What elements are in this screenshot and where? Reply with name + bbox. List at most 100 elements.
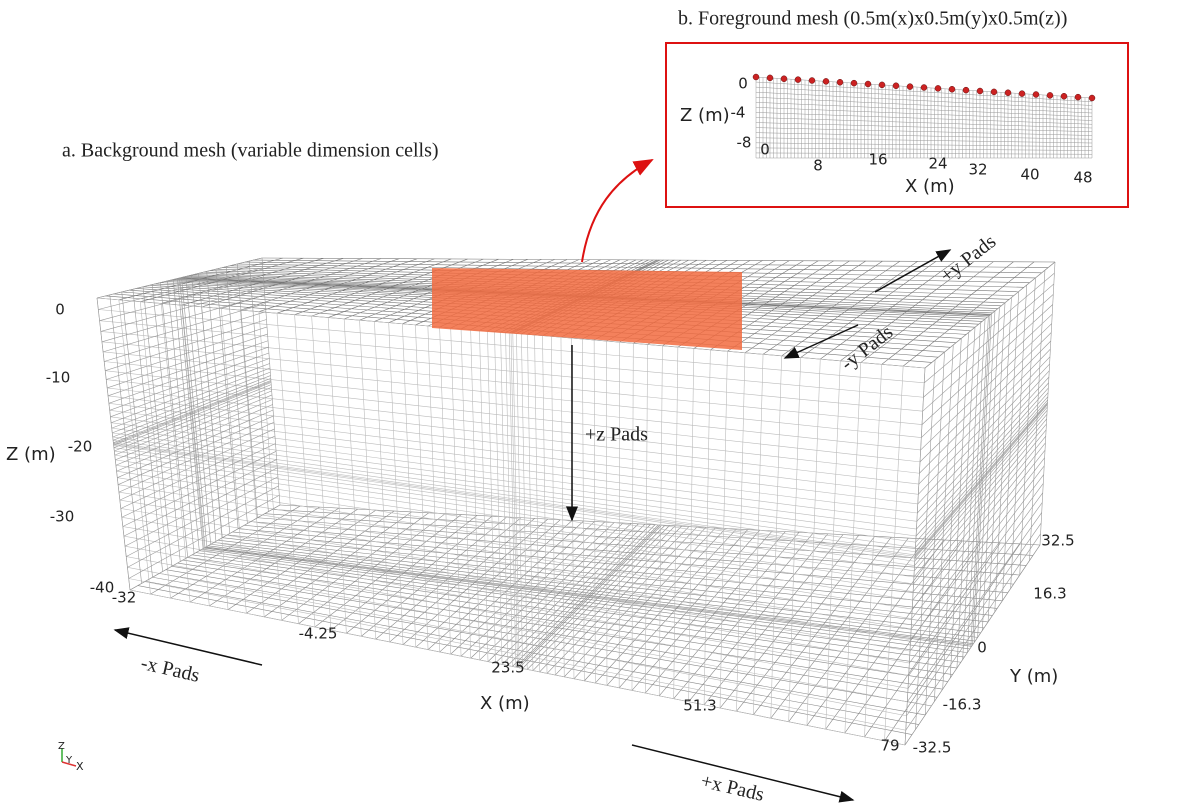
mesh-line	[909, 474, 1044, 652]
panel-title: b. Foreground mesh (0.5m(x)x0.5m(y)x0.5m…	[678, 8, 1067, 30]
mesh-line	[114, 450, 915, 566]
surface-node	[1046, 92, 1054, 99]
mesh-line	[116, 404, 273, 472]
mesh-line	[907, 512, 1042, 703]
mesh-line	[250, 521, 1014, 585]
mesh-line	[118, 421, 275, 493]
mesh-line	[915, 392, 1049, 543]
mesh-line	[755, 86, 1093, 106]
mesh-line	[222, 537, 989, 623]
mesh-line	[113, 444, 915, 559]
mesh-line	[99, 276, 264, 321]
surface-node	[780, 75, 788, 82]
surface-node	[990, 88, 998, 96]
mesh-line	[909, 483, 1044, 664]
mesh-line	[906, 522, 1042, 716]
tick-label: 32.5	[1041, 532, 1074, 550]
surface-node	[892, 82, 900, 89]
mesh-line	[106, 379, 920, 474]
mesh-line	[100, 331, 923, 412]
mesh-line	[105, 370, 921, 463]
mesh-line	[106, 326, 268, 380]
mesh-line	[98, 267, 263, 310]
orientation-label: Z	[58, 741, 65, 752]
mesh-line	[123, 535, 909, 676]
tick-label: -4	[731, 104, 746, 122]
mesh-line	[922, 294, 1054, 412]
pad-arrow	[631, 744, 855, 803]
pad-arrow	[874, 249, 952, 293]
mesh-line	[755, 127, 1093, 136]
mesh-line	[253, 259, 1049, 268]
mesh-line	[755, 91, 1093, 110]
mesh-line	[227, 534, 993, 616]
mesh-line	[118, 484, 913, 610]
inset-frame	[665, 42, 1129, 208]
mesh-line	[112, 371, 271, 434]
mesh-line	[123, 459, 277, 537]
mesh-line	[120, 435, 276, 509]
mesh-line	[915, 399, 1048, 552]
mesh-line	[113, 440, 916, 553]
surface-node	[920, 84, 928, 91]
mesh-line	[112, 436, 916, 548]
mesh-line	[917, 370, 1050, 514]
mesh-line	[755, 142, 1093, 147]
mesh-line	[109, 410, 918, 514]
surface-node	[1018, 90, 1026, 97]
mesh-line	[108, 346, 269, 404]
mesh-line	[755, 112, 1093, 125]
mesh-line	[104, 361, 921, 451]
tick-label: 23.5	[491, 659, 524, 677]
mesh-line	[917, 363, 1050, 505]
mesh-line	[124, 545, 909, 689]
surface-node	[766, 74, 774, 82]
mesh-line	[911, 449, 1046, 619]
mesh-line	[119, 499, 912, 630]
mesh-line	[921, 313, 1053, 438]
mesh-line	[137, 585, 913, 735]
mesh-line	[145, 581, 919, 725]
mesh-line	[111, 367, 271, 429]
surface-node	[808, 77, 816, 84]
mesh-line	[122, 526, 910, 664]
mesh-line	[916, 376, 1050, 522]
mesh-line	[918, 348, 1051, 485]
mesh-line	[119, 428, 275, 501]
surface-node	[976, 87, 984, 95]
pad-label: +z Pads	[585, 424, 648, 446]
mesh-line	[915, 387, 1049, 537]
mesh-line	[101, 341, 923, 425]
orientation-label: X	[76, 760, 84, 773]
mesh-line	[109, 352, 270, 411]
tick-label: 51.3	[683, 697, 716, 715]
mesh-line	[923, 283, 1055, 398]
mesh-line	[117, 477, 913, 601]
surface-node	[1074, 93, 1082, 101]
mesh-line	[755, 152, 1093, 155]
mesh-line	[115, 394, 273, 461]
mesh-line	[913, 423, 1047, 585]
tick-label: -4.25	[299, 625, 338, 643]
mesh-line	[110, 363, 270, 424]
mesh-line	[127, 567, 907, 717]
tick-label: -10	[46, 369, 71, 387]
foreground-mesh	[752, 73, 1096, 159]
axis-label: Z (m)	[6, 444, 56, 465]
tick-label: -30	[50, 508, 75, 526]
mesh-line	[924, 261, 1056, 369]
tick-label: -40	[90, 579, 115, 597]
mesh-line	[107, 333, 268, 389]
tick-label: 40	[1020, 166, 1039, 184]
mesh-line	[201, 548, 970, 650]
tick-label: -20	[68, 438, 93, 456]
surface-node	[962, 86, 970, 94]
mesh-line	[244, 524, 1008, 594]
mesh-line	[108, 395, 919, 495]
mesh-line	[912, 429, 1047, 592]
mesh-line	[919, 332, 1052, 463]
axis-label: X (m)	[905, 176, 955, 197]
mesh-line	[112, 432, 916, 543]
mesh-line	[182, 559, 953, 675]
pad-arrow	[113, 627, 263, 666]
